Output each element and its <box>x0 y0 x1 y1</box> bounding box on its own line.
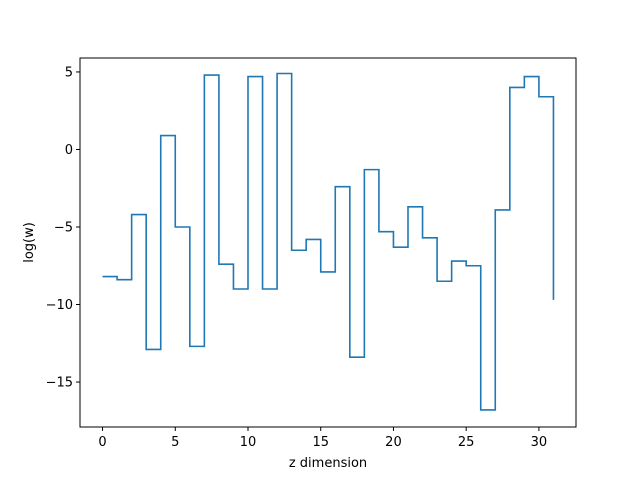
x-axis-ticks: 0 5 10 15 20 25 30 <box>98 427 547 450</box>
y-tick-label: −10 <box>46 298 73 313</box>
x-axis-label: z dimension <box>289 456 367 471</box>
y-axis-ticks: 5 0 −5 −10 −15 <box>46 65 80 391</box>
x-tick-label: 5 <box>171 435 179 450</box>
axes-frame <box>79 57 577 428</box>
x-tick-label: 30 <box>531 435 548 450</box>
y-tick-label: 5 <box>65 65 73 80</box>
x-tick-label: 0 <box>98 435 106 450</box>
y-tick-label: −5 <box>54 220 73 235</box>
y-axis-label: log(w) <box>22 222 37 263</box>
y-tick-label: −15 <box>46 376 73 391</box>
x-tick-label: 20 <box>385 435 402 450</box>
plot-area <box>102 72 555 411</box>
y-tick-label: 0 <box>65 143 73 158</box>
x-tick-label: 25 <box>458 435 475 450</box>
series-line <box>102 72 555 411</box>
x-tick-label: 10 <box>240 435 257 450</box>
x-tick-label: 15 <box>312 435 329 450</box>
